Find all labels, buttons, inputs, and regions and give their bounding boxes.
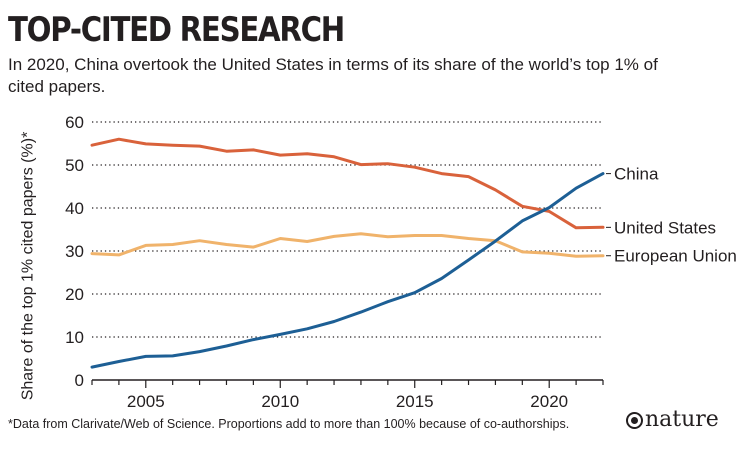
x-tick-label: 2010: [261, 392, 299, 411]
series-label: China: [614, 165, 659, 184]
y-tick-label: 50: [65, 156, 84, 175]
y-tick-label: 0: [75, 371, 84, 390]
chart-title: TOP-CITED RESEARCH: [8, 10, 345, 50]
series-label: European Union: [614, 247, 737, 266]
series-line: [90, 172, 605, 369]
x-tick-label: 2020: [530, 392, 568, 411]
x-tick-label: 2005: [127, 392, 165, 411]
chart-subtitle: In 2020, China overtook the United State…: [8, 55, 658, 96]
series-labels: China United States European Union: [606, 165, 737, 266]
y-tick-label: 10: [65, 328, 84, 347]
series-line: [90, 232, 605, 258]
y-tick-label: 20: [65, 285, 84, 304]
logo-text: nature: [645, 407, 719, 432]
series-label: United States: [614, 218, 716, 237]
y-tick-label: 30: [65, 242, 84, 261]
x-axis: 2005 2010 2015 2020: [91, 379, 604, 411]
copyright-icon: [626, 411, 643, 429]
y-tick-label: 60: [65, 113, 84, 132]
series-line: [90, 137, 605, 230]
series-lines: [90, 137, 605, 369]
gridlines: 0 10 20 30 40 50 60: [65, 113, 603, 390]
x-tick-label: 2015: [396, 392, 434, 411]
nature-logo: nature: [626, 408, 719, 432]
y-tick-label: 40: [65, 199, 84, 218]
footnote: *Data from Clarivate/Web of Science. Pro…: [8, 417, 570, 431]
